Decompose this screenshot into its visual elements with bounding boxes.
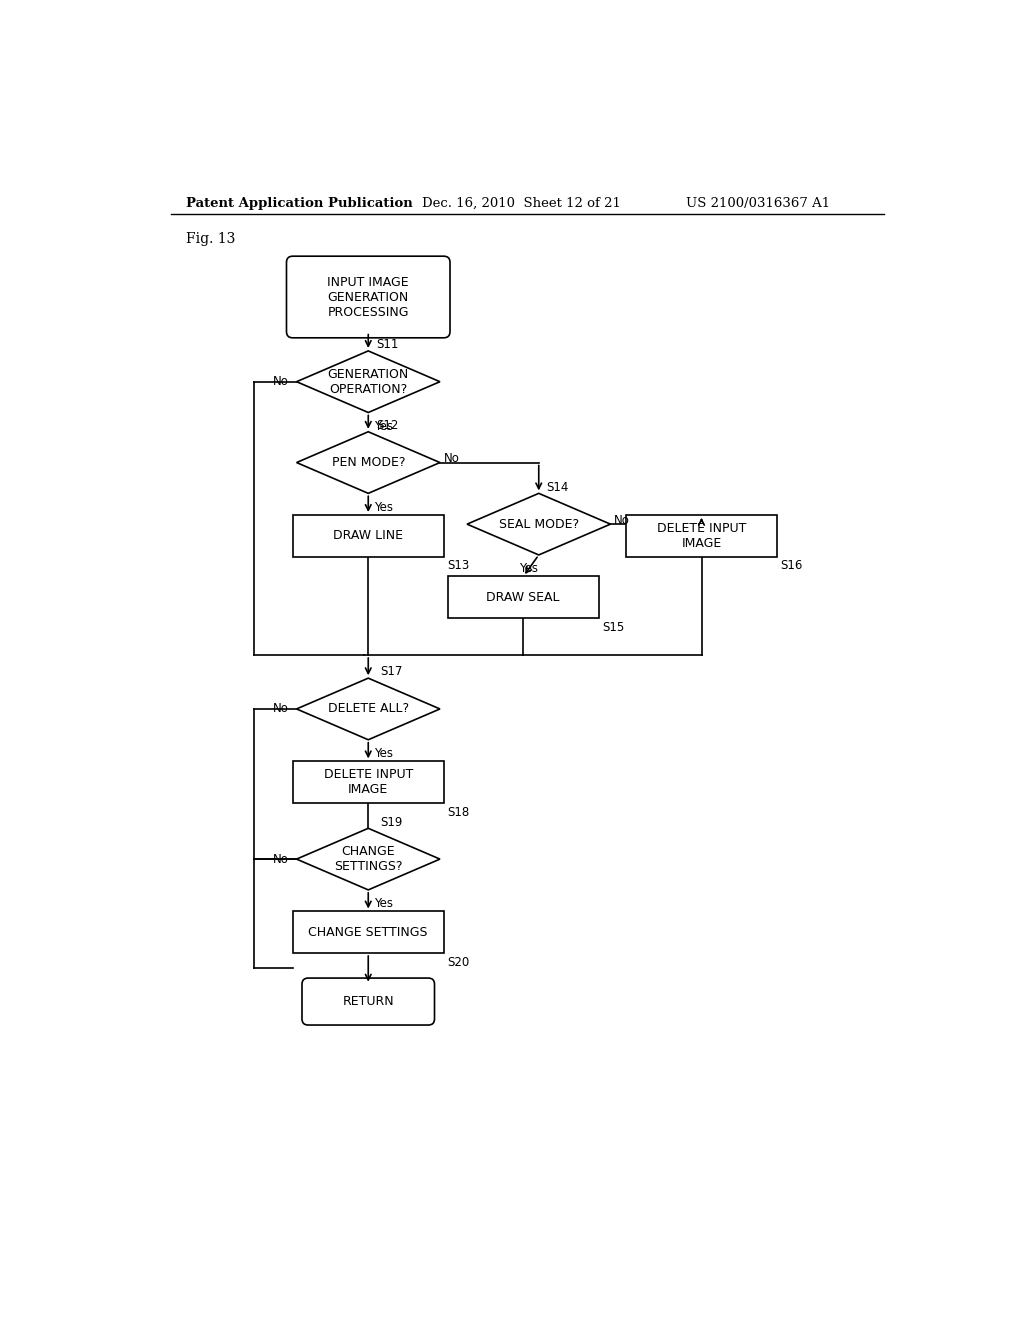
FancyBboxPatch shape (302, 978, 434, 1026)
Text: DELETE ALL?: DELETE ALL? (328, 702, 409, 715)
Text: S19: S19 (380, 816, 402, 829)
Text: S18: S18 (447, 805, 470, 818)
Bar (293, 911, 443, 953)
Text: DRAW SEAL: DRAW SEAL (486, 591, 560, 603)
Text: GENERATION
OPERATION?: GENERATION OPERATION? (328, 368, 409, 396)
Text: No: No (273, 702, 289, 715)
Text: DELETE INPUT
IMAGE: DELETE INPUT IMAGE (324, 768, 413, 796)
Text: S13: S13 (447, 560, 470, 573)
Text: No: No (614, 513, 630, 527)
Text: Dec. 16, 2010  Sheet 12 of 21: Dec. 16, 2010 Sheet 12 of 21 (423, 197, 622, 210)
Text: Patent Application Publication: Patent Application Publication (186, 197, 413, 210)
Polygon shape (297, 829, 440, 890)
Text: S12: S12 (376, 418, 398, 432)
Text: CHANGE
SETTINGS?: CHANGE SETTINGS? (334, 845, 402, 873)
FancyBboxPatch shape (287, 256, 450, 338)
Text: SEAL MODE?: SEAL MODE? (499, 517, 579, 531)
Text: S20: S20 (447, 956, 470, 969)
Text: PEN MODE?: PEN MODE? (332, 455, 406, 469)
Polygon shape (297, 678, 440, 739)
Text: S16: S16 (780, 560, 803, 573)
Text: Yes: Yes (375, 500, 393, 513)
Text: Yes: Yes (375, 747, 393, 760)
Text: Yes: Yes (519, 562, 539, 576)
Polygon shape (297, 432, 440, 494)
Text: CHANGE SETTINGS: CHANGE SETTINGS (308, 925, 428, 939)
Text: DELETE INPUT
IMAGE: DELETE INPUT IMAGE (656, 521, 746, 549)
Bar (293, 760, 443, 804)
Text: Yes: Yes (375, 420, 393, 433)
Text: Fig. 13: Fig. 13 (186, 232, 236, 247)
Text: S15: S15 (602, 620, 625, 634)
Text: S11: S11 (376, 338, 398, 351)
Polygon shape (467, 494, 610, 554)
Bar (293, 515, 443, 557)
Text: RETURN: RETURN (342, 995, 394, 1008)
Bar (626, 515, 777, 557)
Text: DRAW LINE: DRAW LINE (333, 529, 403, 543)
Polygon shape (297, 351, 440, 412)
Text: INPUT IMAGE
GENERATION
PROCESSING: INPUT IMAGE GENERATION PROCESSING (328, 276, 409, 318)
Text: S17: S17 (380, 665, 402, 678)
Text: US 2100/0316367 A1: US 2100/0316367 A1 (686, 197, 830, 210)
Text: Yes: Yes (375, 898, 393, 911)
Text: No: No (273, 853, 289, 866)
Bar (447, 576, 599, 619)
Text: S14: S14 (547, 480, 569, 494)
Text: No: No (443, 453, 460, 465)
Text: No: No (273, 375, 289, 388)
